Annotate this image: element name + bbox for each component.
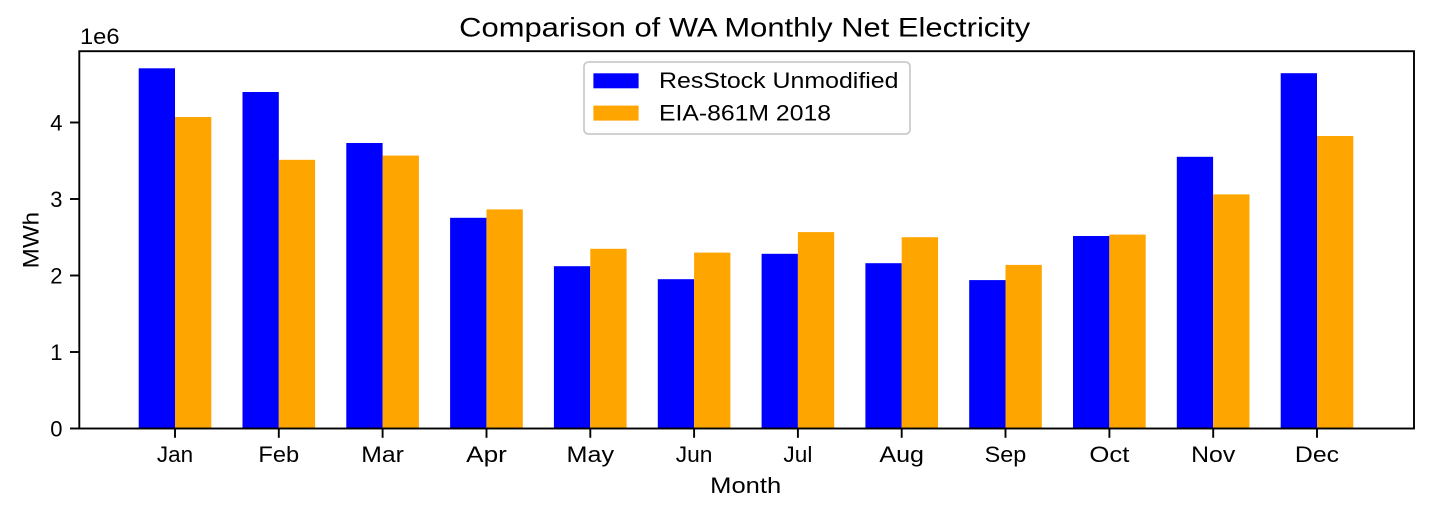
svg-text:Month: Month xyxy=(710,473,781,498)
svg-text:1: 1 xyxy=(50,340,62,365)
svg-text:MWh: MWh xyxy=(19,212,44,269)
svg-text:Jun: Jun xyxy=(676,442,713,467)
svg-text:Mar: Mar xyxy=(361,442,404,467)
svg-text:Jan: Jan xyxy=(157,442,193,467)
svg-text:ResStock Unmodified: ResStock Unmodified xyxy=(659,68,899,93)
svg-text:Apr: Apr xyxy=(466,442,507,467)
svg-text:Oct: Oct xyxy=(1089,442,1129,467)
svg-text:May: May xyxy=(567,442,615,467)
svg-text:Comparison of WA Monthly Net E: Comparison of WA Monthly Net Electricity xyxy=(459,12,1031,42)
svg-text:Jul: Jul xyxy=(783,442,812,467)
svg-text:4: 4 xyxy=(50,111,62,136)
svg-text:Dec: Dec xyxy=(1295,442,1339,467)
svg-text:1e6: 1e6 xyxy=(80,24,120,49)
svg-text:Sep: Sep xyxy=(985,442,1027,467)
svg-text:0: 0 xyxy=(50,417,62,442)
svg-text:2: 2 xyxy=(50,264,62,289)
svg-text:EIA-861M 2018: EIA-861M 2018 xyxy=(659,100,831,125)
svg-text:Aug: Aug xyxy=(879,442,924,467)
svg-text:Nov: Nov xyxy=(1191,442,1235,467)
svg-text:3: 3 xyxy=(50,187,62,212)
svg-text:Feb: Feb xyxy=(258,442,299,467)
